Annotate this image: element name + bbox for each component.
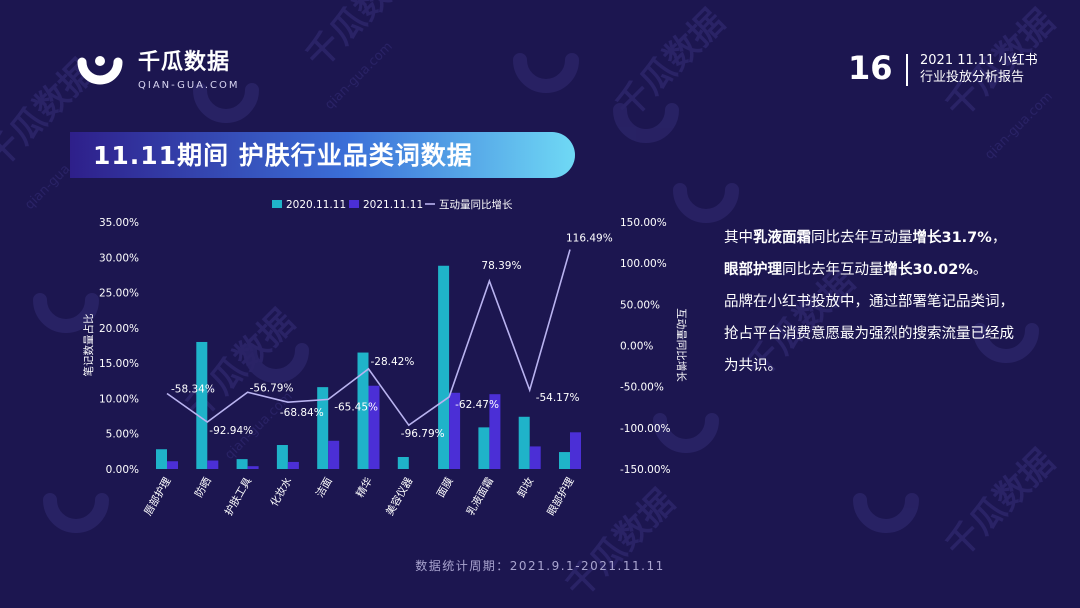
highlight-growth: 增长31.7% [912, 230, 992, 246]
y-tick-label: 35.00% [99, 217, 139, 229]
highlight-growth: 增长30.02% [883, 262, 973, 278]
growth-data-label: 116.49% [566, 233, 613, 245]
x-tick-label: 眼部护理 [544, 475, 577, 518]
y-tick-label: 20.00% [99, 323, 139, 335]
header-divider [906, 54, 908, 86]
growth-data-label: 78.39% [481, 260, 521, 272]
x-tick-label: 精华 [353, 475, 375, 500]
y-tick-label: 5.00% [106, 429, 139, 441]
growth-data-label: -62.47% [455, 399, 499, 411]
bar-2020 [357, 352, 369, 469]
y-tick-label: 25.00% [99, 288, 139, 300]
report-title-line2: 行业投放分析报告 [920, 70, 1025, 85]
growth-data-label: -65.45% [334, 401, 378, 413]
growth-data-label: -56.79% [250, 382, 294, 394]
bar-2020 [397, 457, 409, 469]
brand-logo: 千瓜数据 QIAN-GUA.COM [70, 40, 240, 100]
y-tick-label: 30.00% [99, 252, 139, 264]
growth-line [166, 249, 571, 427]
growth-data-label: -58.34% [171, 384, 215, 396]
bar-2021 [167, 461, 178, 469]
bar-2021 [368, 385, 380, 469]
brand-url: QIAN-GUA.COM [138, 79, 240, 91]
growth-data-label: -92.94% [209, 425, 253, 437]
bar-2020 [236, 459, 248, 469]
x-tick-label: 化妆水 [267, 475, 294, 509]
x-tick-label: 防晒 [192, 475, 214, 500]
bar-2021 [287, 461, 299, 469]
y2-axis-label: 互动量同比增长 [675, 308, 688, 382]
x-tick-label: 乳液面霜 [464, 475, 496, 518]
report-title: 2021 11.11 小红书 行业投放分析报告 [920, 52, 1038, 86]
y-tick-label: 15.00% [99, 358, 139, 370]
bar-2020 [478, 427, 490, 469]
y2-tick-label: -150.00% [620, 464, 671, 476]
legend-label-2020: 2020.11.11 [286, 199, 346, 211]
bar-2021 [529, 446, 541, 469]
y-axis-label: 笔记数量占比 [82, 314, 95, 377]
description-line2: 眼部护理同比去年互动量增长30.02%。 [724, 262, 988, 278]
description: 其中乳液面霜同比去年互动量增长31.7%， 眼部护理同比去年互动量增长30.02… [724, 222, 1024, 382]
highlight-category: 乳液面霜 [753, 230, 811, 246]
section-title: 11.11期间 护肤行业品类词数据 [93, 141, 473, 170]
bar-2021 [328, 440, 340, 469]
y2-tick-label: 50.00% [620, 299, 660, 311]
growth-data-label: -96.79% [401, 428, 445, 440]
y2-tick-label: -100.00% [620, 423, 671, 435]
legend-label-2021: 2021.11.11 [363, 199, 423, 211]
bar-2020 [276, 445, 288, 469]
growth-data-label: -28.42% [371, 356, 415, 368]
y2-tick-label: 150.00% [620, 217, 667, 229]
y2-tick-label: 0.00% [620, 341, 653, 353]
x-tick-label: 洁面 [313, 475, 335, 500]
x-tick-label: 卸妆 [515, 475, 537, 500]
bar-2020 [317, 387, 329, 469]
data-period-footnote: 数据统计周期：2021.9.1-2021.11.11 [415, 559, 665, 573]
growth-data-label: -68.84% [280, 407, 324, 419]
bar-2021 [247, 466, 259, 469]
y-tick-label: 0.00% [106, 464, 139, 476]
bar-2021 [207, 460, 219, 469]
report-title-line1: 2021 11.11 小红书 [920, 53, 1038, 68]
y-tick-label: 10.00% [99, 393, 139, 405]
bar-2021 [489, 394, 501, 469]
description-line1: 其中乳液面霜同比去年互动量增长31.7%， [724, 230, 1007, 246]
bar-2021 [449, 392, 461, 469]
bar-2020 [559, 452, 570, 469]
brand-name: 千瓜数据 [138, 49, 231, 75]
x-tick-label: 面膜 [435, 475, 456, 500]
description-paragraph: 品牌在小红书投放中，通过部署笔记品类词，抢占平台消费意愿最为强烈的搜索流量已经成… [724, 294, 1014, 374]
bar-2020 [156, 449, 167, 469]
qiangua-logo-icon [77, 56, 123, 85]
y2-tick-label: 100.00% [620, 258, 667, 270]
bar-2020 [518, 416, 530, 469]
y2-tick-label: -50.00% [620, 382, 664, 394]
bar-2021 [570, 432, 581, 469]
x-tick-label: 唇部护理 [141, 475, 174, 518]
section-banner [70, 132, 575, 178]
bar-2020 [438, 265, 450, 469]
legend-swatch-2021 [349, 200, 359, 208]
bar-2020 [196, 341, 208, 469]
highlight-category: 眼部护理 [724, 262, 782, 278]
legend-swatch-2020 [272, 200, 282, 208]
x-tick-label: 美容仪器 [383, 475, 416, 518]
x-tick-label: 护肤工具 [222, 475, 255, 518]
page-number: 16 [848, 49, 893, 87]
legend-label-growth: 互动量同比增长 [439, 198, 513, 211]
growth-data-label: -54.17% [536, 392, 580, 404]
